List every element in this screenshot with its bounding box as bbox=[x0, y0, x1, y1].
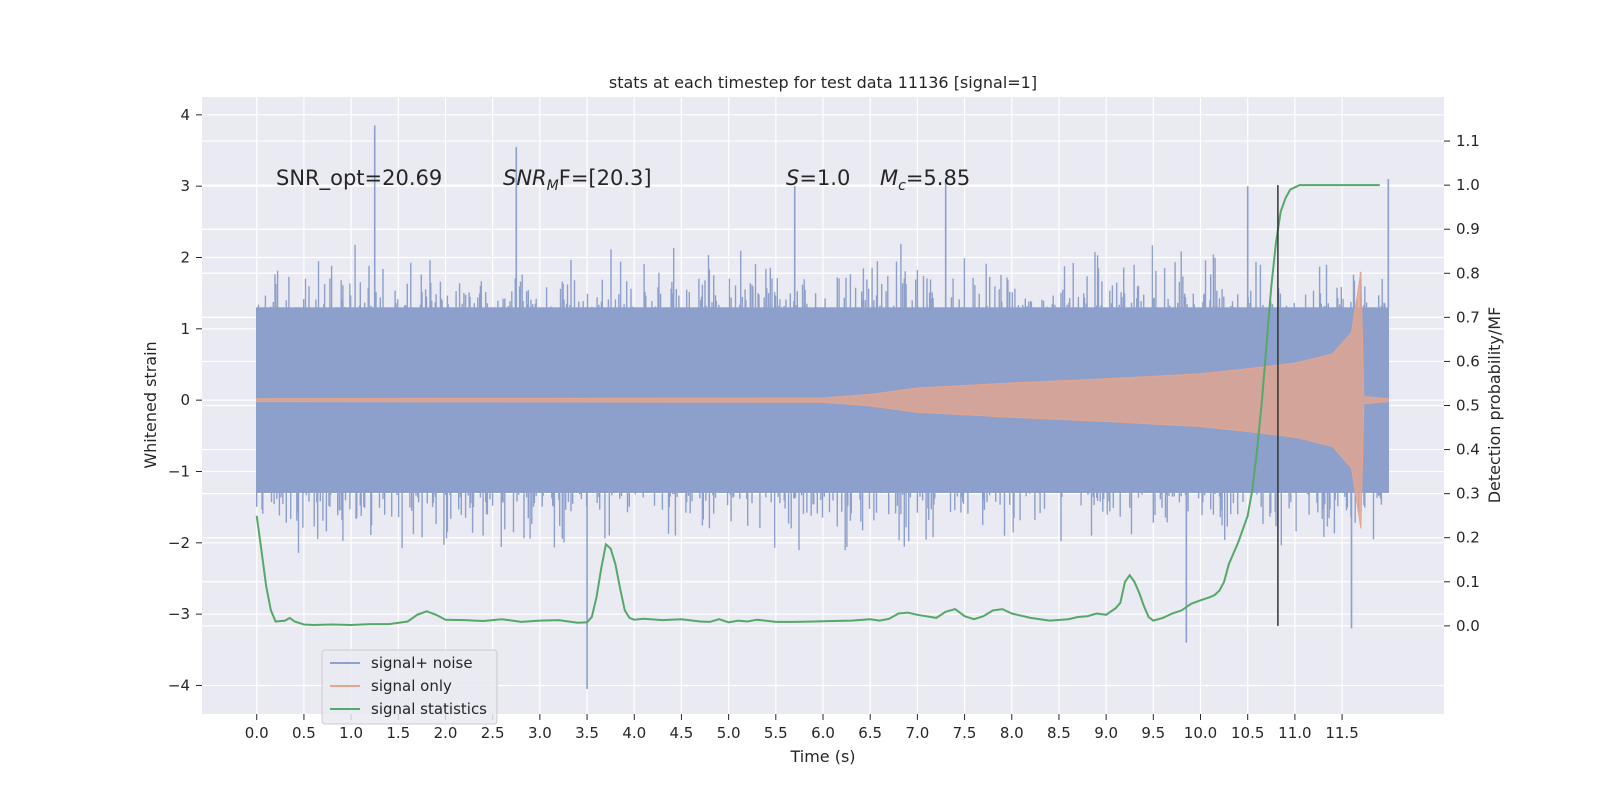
legend-label-signal: signal only bbox=[371, 677, 452, 695]
y-tick-label: 3 bbox=[180, 177, 190, 195]
x-tick-label: 11.0 bbox=[1278, 724, 1311, 742]
stats-line bbox=[255, 184, 1380, 627]
y-tick-label: −3 bbox=[168, 605, 190, 623]
s-main: S bbox=[786, 166, 799, 190]
chart-title: stats at each timestep for test data 111… bbox=[609, 73, 1037, 92]
x-tick-label: 8.0 bbox=[1000, 724, 1024, 742]
x-tick-label: 2.5 bbox=[481, 724, 505, 742]
legend: signal+ noise signal only signal statist… bbox=[321, 649, 498, 725]
snr-mf-annotation: SNRMF=[20.3] bbox=[503, 166, 652, 194]
y2-tick-label: 0.0 bbox=[1456, 617, 1480, 635]
x-axis-ticks: 0.0 0.5 1.0 1.5 2.0 2.5 3.0 3.5 4.0 4.5 5.0 5.5 6.0 6… bbox=[245, 714, 1359, 742]
y2-tick-label: 0.3 bbox=[1456, 485, 1480, 503]
x-tick-label: 0.5 bbox=[292, 724, 316, 742]
x-tick-label: 7.5 bbox=[953, 724, 977, 742]
mc-main: M bbox=[880, 166, 898, 190]
x-tick-label: 6.5 bbox=[858, 724, 882, 742]
y2-tick-label: 0.1 bbox=[1456, 573, 1480, 591]
x-tick-label: 0.0 bbox=[245, 724, 269, 742]
x-tick-label: 1.5 bbox=[386, 724, 410, 742]
legend-label-stats: signal statistics bbox=[371, 700, 487, 718]
x-tick-label: 5.0 bbox=[717, 724, 741, 742]
x-tick-label: 1.0 bbox=[339, 724, 363, 742]
x-tick-label: 4.5 bbox=[670, 724, 694, 742]
x-tick-label: 7.0 bbox=[905, 724, 929, 742]
y-tick-label: 4 bbox=[180, 106, 190, 124]
y2-axis-ticks: 1.1 1.0 0.9 0.8 0.7 0.6 0.5 0.4 0.3 0.2 0.1 0.0 bbox=[1444, 132, 1480, 635]
signal-envelope bbox=[256, 271, 1389, 529]
y2-tick-label: 0.6 bbox=[1456, 352, 1480, 370]
signal-series-layer bbox=[256, 271, 1389, 529]
s-rest: =1.0 bbox=[799, 166, 850, 190]
y-tick-label: 1 bbox=[180, 320, 190, 338]
y2-tick-label: 0.9 bbox=[1456, 220, 1480, 238]
y2-tick-label: 1.0 bbox=[1456, 176, 1480, 194]
y-tick-label: −1 bbox=[168, 462, 190, 480]
x-tick-label: 4.0 bbox=[622, 724, 646, 742]
x-tick-label: 6.0 bbox=[811, 724, 835, 742]
y-axis-ticks: 4 3 2 1 0 −1 −2 −3 −4 bbox=[168, 106, 202, 694]
stats-series-layer bbox=[255, 184, 1380, 627]
x-tick-label: 9.0 bbox=[1094, 724, 1118, 742]
snr-opt-annotation: SNR_opt=20.69 bbox=[276, 166, 442, 191]
mc-rest: =5.85 bbox=[906, 166, 970, 190]
y2-tick-label: 0.2 bbox=[1456, 529, 1480, 547]
legend-box bbox=[321, 649, 498, 725]
y-axis-label: Whitened strain bbox=[141, 341, 160, 468]
snr-mf-main: SNR bbox=[503, 166, 547, 190]
annotations: SNR_opt=20.69 SNRMF=[20.3] S=1.0 Mc=5.85 bbox=[276, 166, 970, 194]
x-tick-label: 8.5 bbox=[1047, 724, 1071, 742]
x-tick-label: 9.5 bbox=[1141, 724, 1165, 742]
y2-tick-label: 1.1 bbox=[1456, 132, 1480, 150]
x-tick-label: 10.5 bbox=[1231, 724, 1264, 742]
y2-tick-label: 0.7 bbox=[1456, 308, 1480, 326]
x-axis-label: Time (s) bbox=[789, 747, 855, 766]
y2-tick-label: 0.8 bbox=[1456, 264, 1480, 282]
y2-axis-label: Detection probability/MF bbox=[1485, 307, 1504, 504]
x-tick-label: 3.5 bbox=[575, 724, 599, 742]
y-tick-label: 2 bbox=[180, 248, 190, 266]
s-annotation: S=1.0 bbox=[786, 166, 850, 190]
snr-mf-rest: F=[20.3] bbox=[559, 166, 652, 190]
y-tick-label: 0 bbox=[180, 391, 190, 409]
x-tick-label: 11.5 bbox=[1325, 724, 1358, 742]
snr-mf-sub: M bbox=[547, 178, 559, 194]
x-tick-label: 3.0 bbox=[528, 724, 552, 742]
mc-annotation: Mc=5.85 bbox=[880, 166, 970, 194]
legend-label-noise: signal+ noise bbox=[371, 654, 473, 672]
y-tick-label: −2 bbox=[168, 534, 190, 552]
y2-tick-label: 0.5 bbox=[1456, 397, 1480, 415]
x-tick-label: 2.0 bbox=[434, 724, 458, 742]
x-tick-label: 10.0 bbox=[1184, 724, 1217, 742]
y2-tick-label: 0.4 bbox=[1456, 441, 1480, 459]
mc-sub: c bbox=[898, 178, 906, 194]
x-tick-label: 5.5 bbox=[764, 724, 788, 742]
y-tick-label: −4 bbox=[168, 676, 190, 694]
